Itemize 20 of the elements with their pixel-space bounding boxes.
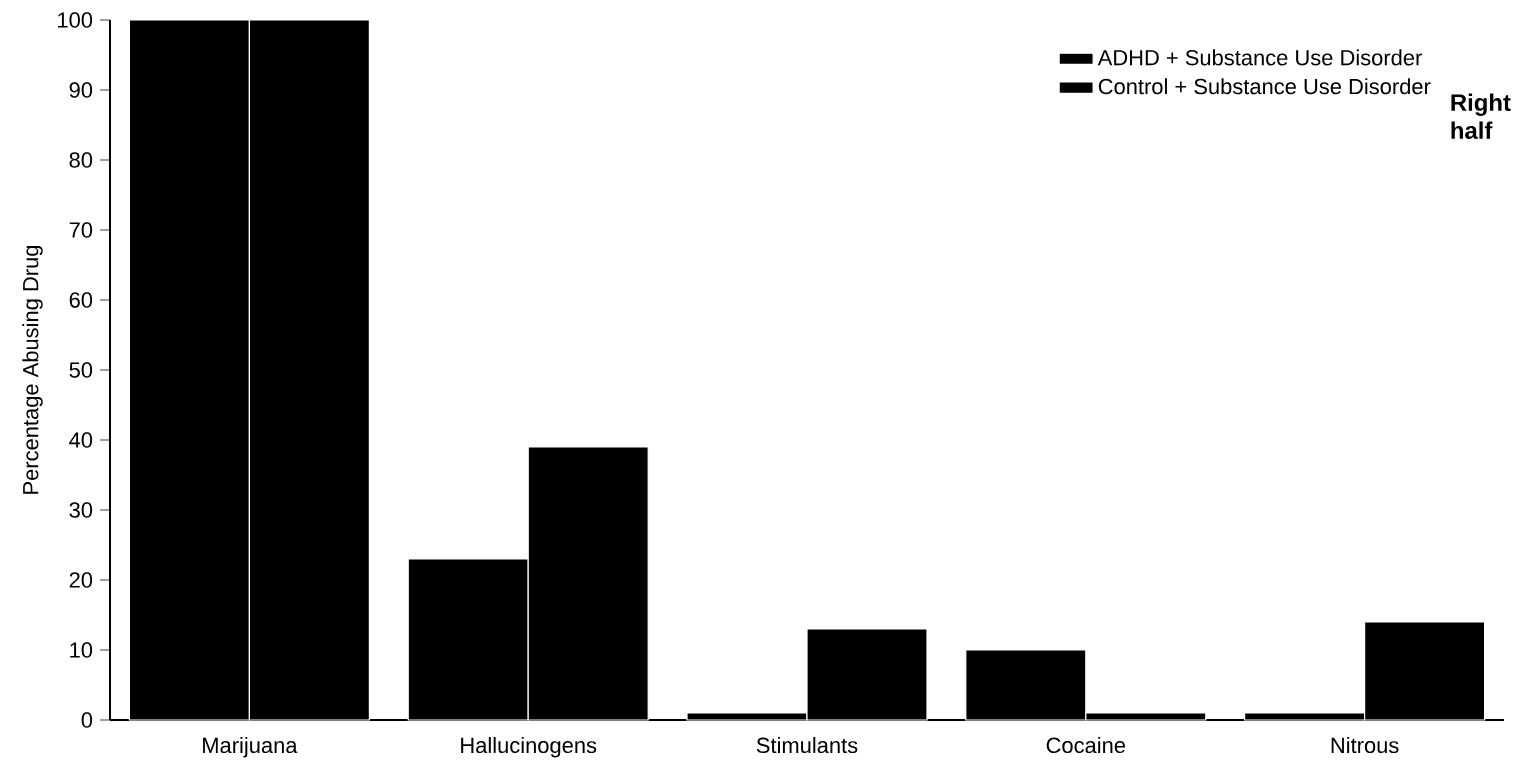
y-tick-label: 80 [69,152,93,168]
y-tick-label: 20 [69,572,93,588]
y-tick-label: 10 [70,642,93,658]
x-tick-label: Hallucinogens [461,737,597,758]
y-axis-title: Percentage Abusing Drug [22,245,43,494]
y-tick-label: 30 [69,502,93,518]
y-tick-label: 90 [69,82,93,98]
y-tick-label: 100 [58,12,93,28]
legend-label: Control + Substance Use Disorder [1098,78,1431,95]
x-tick-label: Marijuana [203,737,298,758]
y-tick-label: 40 [69,432,93,448]
legend-label: ADHD + Substance Use Disorder [1097,49,1422,66]
x-tick-label: Cocaine [1046,737,1126,754]
x-tick-label: Stimulants [756,737,858,754]
y-tick-label: 0 [81,712,93,728]
y-tick-label: 50 [69,362,93,378]
y-tick-label: 70 [69,222,93,238]
y-tick-label: 60 [69,292,93,308]
annotation: Right half [1451,93,1511,139]
x-tick-label: Nitrous [1331,737,1399,754]
